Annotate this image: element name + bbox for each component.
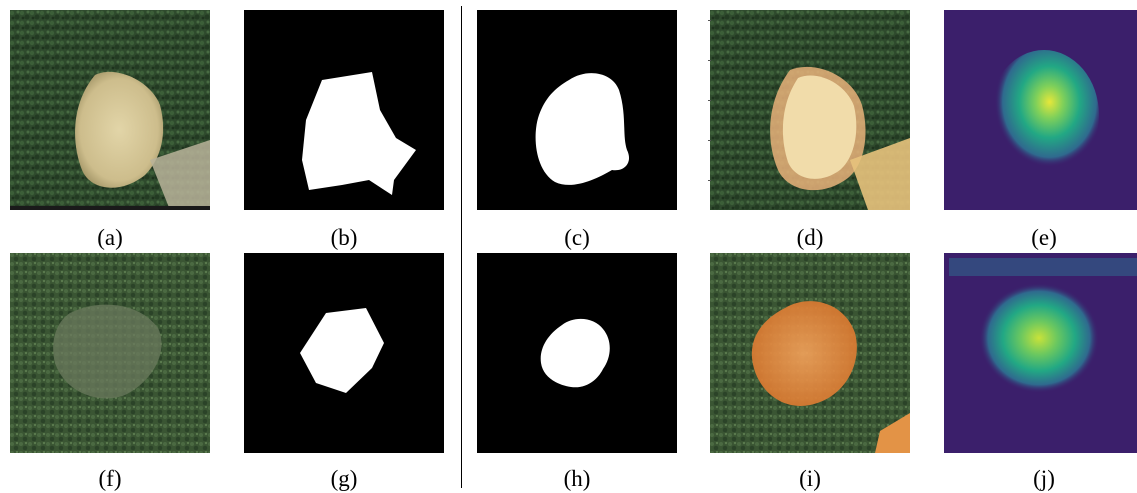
panel-d-overlay <box>710 10 910 210</box>
caption-c: (c) <box>564 225 590 250</box>
panel-c-mask <box>477 10 677 210</box>
panel-h-mask <box>477 253 677 453</box>
caption-i: (i) <box>799 466 821 491</box>
caption-a: (a) <box>97 225 123 250</box>
panel-b-mask <box>244 10 444 210</box>
panel-f-satellite-photo <box>10 253 210 453</box>
caption-h: (h) <box>563 466 591 491</box>
panel-j-heatmap <box>944 253 1137 453</box>
panel-e-heatmap <box>944 10 1137 210</box>
panel-i-overlay <box>710 253 910 453</box>
vertical-divider <box>461 6 462 488</box>
panel-a-satellite-photo <box>10 10 210 210</box>
caption-e: (e) <box>1031 225 1057 250</box>
caption-g: (g) <box>330 466 358 491</box>
panel-g-mask <box>244 253 444 453</box>
caption-d: (d) <box>796 225 824 250</box>
caption-b: (b) <box>330 225 358 250</box>
caption-j: (j) <box>1033 466 1055 491</box>
caption-f: (f) <box>98 466 122 491</box>
